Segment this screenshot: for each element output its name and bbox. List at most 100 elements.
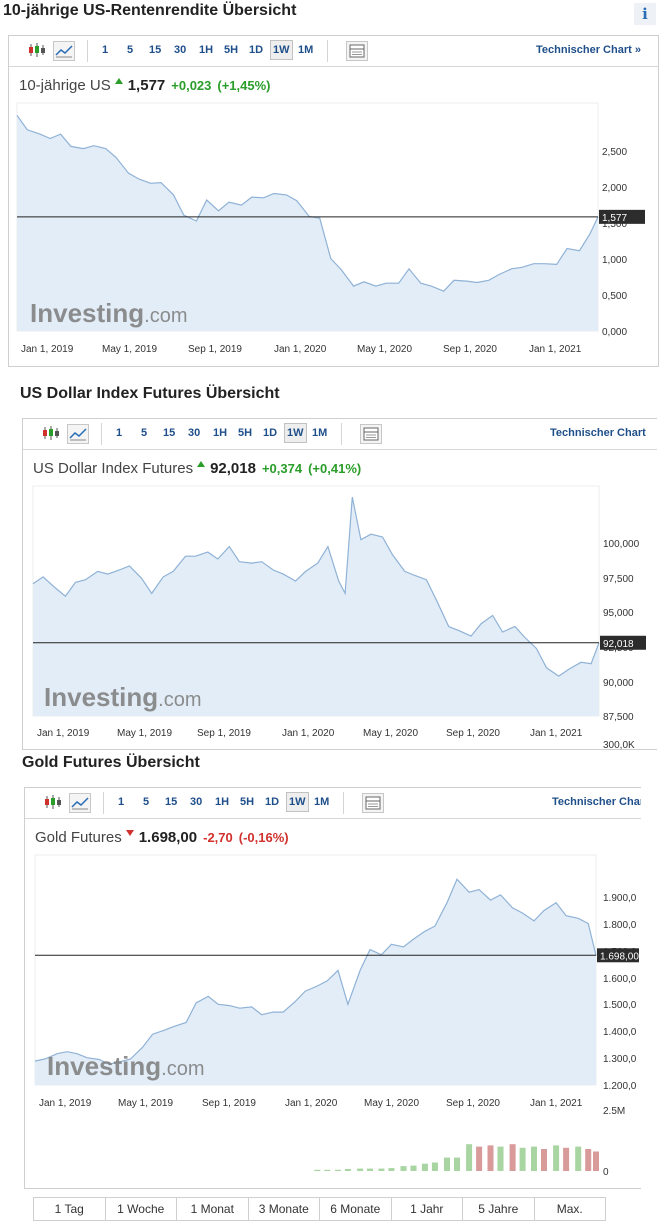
interval-1h-button[interactable]: 1H — [213, 427, 228, 439]
y-tick-label: 1.900,0 — [603, 893, 637, 904]
interval-15-button[interactable]: 15 — [165, 796, 178, 808]
y-tick-label: 90,000 — [603, 678, 634, 689]
interval-1w-button[interactable]: 1W — [284, 423, 307, 443]
interval-1h-button[interactable]: 1H — [215, 796, 230, 808]
price-change: +0,023 — [171, 78, 212, 93]
x-tick-label: May 1, 2020 — [357, 344, 412, 355]
last-price-tag-label: 1,577 — [602, 213, 627, 224]
instrument-name: 10-jährige US — [19, 77, 111, 94]
volume-bar — [519, 1147, 526, 1171]
interval-1d-button[interactable]: 1D — [263, 427, 278, 439]
candlestick-icon[interactable] — [43, 793, 63, 811]
volume-bar — [509, 1144, 516, 1171]
x-tick-label: Jan 1, 2021 — [529, 344, 582, 355]
interval-1m-button[interactable]: 1M — [314, 796, 330, 808]
last-price-tag-label: 92,018 — [603, 639, 634, 650]
area-chart-icon[interactable] — [67, 424, 89, 444]
panel-title-us10y: 10-jährige US-Rentenrendite Übersicht — [3, 2, 297, 19]
timeframe-3-months[interactable]: 3 Monate — [249, 1198, 320, 1220]
interval-1w-button[interactable]: 1W — [270, 40, 293, 60]
area-chart-icon[interactable] — [69, 793, 91, 813]
y-tick-label: 0,000 — [602, 327, 627, 338]
chart-toolbar: 1 5 15 30 1H 5H 1D 1W 1M Technischer Cha… — [25, 788, 641, 819]
price-change-percent: (+1,45%) — [217, 78, 271, 93]
technical-chart-link[interactable]: Technischer Chart — [552, 796, 641, 808]
technical-chart-link[interactable]: Technischer Chart — [550, 427, 646, 439]
interval-5h-button[interactable]: 5H — [224, 44, 239, 56]
panel-title-dxy: US Dollar Index Futures Übersicht — [20, 385, 280, 402]
interval-1m-button[interactable]: 1M — [298, 44, 314, 56]
x-tick-label: Jan 1, 2019 — [21, 344, 74, 355]
interval-5-button[interactable]: 5 — [127, 44, 134, 56]
timeframe-5-years[interactable]: 5 Jahre — [463, 1198, 535, 1220]
x-tick-label: May 1, 2020 — [364, 1098, 419, 1109]
interval-1d-button[interactable]: 1D — [265, 796, 280, 808]
instrument-name: Gold Futures — [35, 829, 122, 846]
series-line — [34, 878, 597, 1065]
last-price-tag — [600, 635, 646, 650]
y-tick-label: 1.800,0 — [603, 920, 637, 931]
series-area-fill — [17, 115, 598, 331]
interval-30-button[interactable]: 30 — [190, 796, 203, 808]
price-change: +0,374 — [261, 461, 303, 476]
y-tick-label: 95,000 — [603, 608, 634, 619]
interval-1h-button[interactable]: 1H — [199, 44, 214, 56]
interval-1-button[interactable]: 1 — [118, 796, 125, 808]
interval-1m-button[interactable]: 1M — [312, 427, 328, 439]
area-chart-icon[interactable] — [53, 41, 75, 61]
volume-bar — [324, 1169, 331, 1171]
interval-5h-button[interactable]: 5H — [240, 796, 255, 808]
x-tick-label: May 1, 2019 — [117, 728, 172, 739]
candlestick-icon[interactable] — [27, 41, 47, 59]
interval-5-button[interactable]: 5 — [143, 796, 150, 808]
volume-bar — [314, 1169, 321, 1171]
last-price-tag-label: 1.698,00 — [600, 951, 639, 962]
volume-bar — [541, 1149, 547, 1171]
x-tick-label: May 1, 2020 — [363, 728, 418, 739]
volume-bar — [410, 1165, 417, 1171]
x-tick-label: Sep 1, 2019 — [197, 728, 251, 739]
interval-15-button[interactable]: 15 — [163, 427, 176, 439]
volume-bar — [388, 1168, 395, 1171]
x-tick-label: Jan 1, 2020 — [285, 1098, 338, 1109]
interval-30-button[interactable]: 30 — [188, 427, 201, 439]
y-tick-label: 1.200,0 — [603, 1081, 637, 1092]
volume-bar — [497, 1146, 504, 1171]
volume-tick-label: 0 — [603, 1167, 609, 1178]
x-tick-label: Sep 1, 2020 — [446, 1098, 500, 1109]
table-view-icon[interactable] — [362, 793, 384, 813]
timeframe-1-day[interactable]: 1 Tag — [34, 1198, 106, 1220]
info-icon[interactable]: i — [634, 3, 656, 25]
interval-1-button[interactable]: 1 — [116, 427, 123, 439]
interval-30-button[interactable]: 30 — [174, 44, 187, 56]
interval-1d-button[interactable]: 1D — [249, 44, 264, 56]
candlestick-icon[interactable] — [41, 424, 61, 442]
series-area-fill — [35, 879, 596, 1085]
x-tick-label: Sep 1, 2019 — [188, 344, 242, 355]
table-view-icon[interactable] — [360, 424, 382, 444]
timeframe-6-months[interactable]: 6 Monate — [320, 1198, 392, 1220]
interval-5-button[interactable]: 5 — [141, 427, 148, 439]
volume-bar — [487, 1145, 494, 1171]
x-tick-label: Jan 1, 2021 — [530, 728, 583, 739]
interval-5h-button[interactable]: 5H — [238, 427, 253, 439]
timeframe-max[interactable]: Max. — [556, 1202, 583, 1216]
x-tick-label: May 1, 2019 — [118, 1098, 173, 1109]
last-price: 1,577 — [127, 77, 166, 94]
timeframe-1-year[interactable]: 1 Jahr — [392, 1198, 463, 1220]
technical-chart-link[interactable]: Technischer Chart » — [536, 44, 641, 56]
table-view-icon[interactable] — [346, 41, 368, 61]
interval-1w-button[interactable]: 1W — [286, 792, 309, 812]
volume-bar — [466, 1144, 473, 1171]
volume-bar — [531, 1146, 537, 1171]
interval-1-button[interactable]: 1 — [102, 44, 109, 56]
x-tick-label: Jan 1, 2020 — [274, 344, 327, 355]
last-price-tag — [599, 209, 645, 224]
interval-15-button[interactable]: 15 — [149, 44, 162, 56]
timeframe-1-week[interactable]: 1 Woche — [106, 1198, 177, 1220]
x-tick-label: Sep 1, 2019 — [202, 1098, 256, 1109]
y-tick-label: 1,000 — [602, 255, 627, 266]
investing-logo: Investing.com — [30, 298, 187, 328]
last-price: 1.698,00 — [138, 829, 198, 846]
timeframe-1-month[interactable]: 1 Monat — [177, 1198, 249, 1220]
